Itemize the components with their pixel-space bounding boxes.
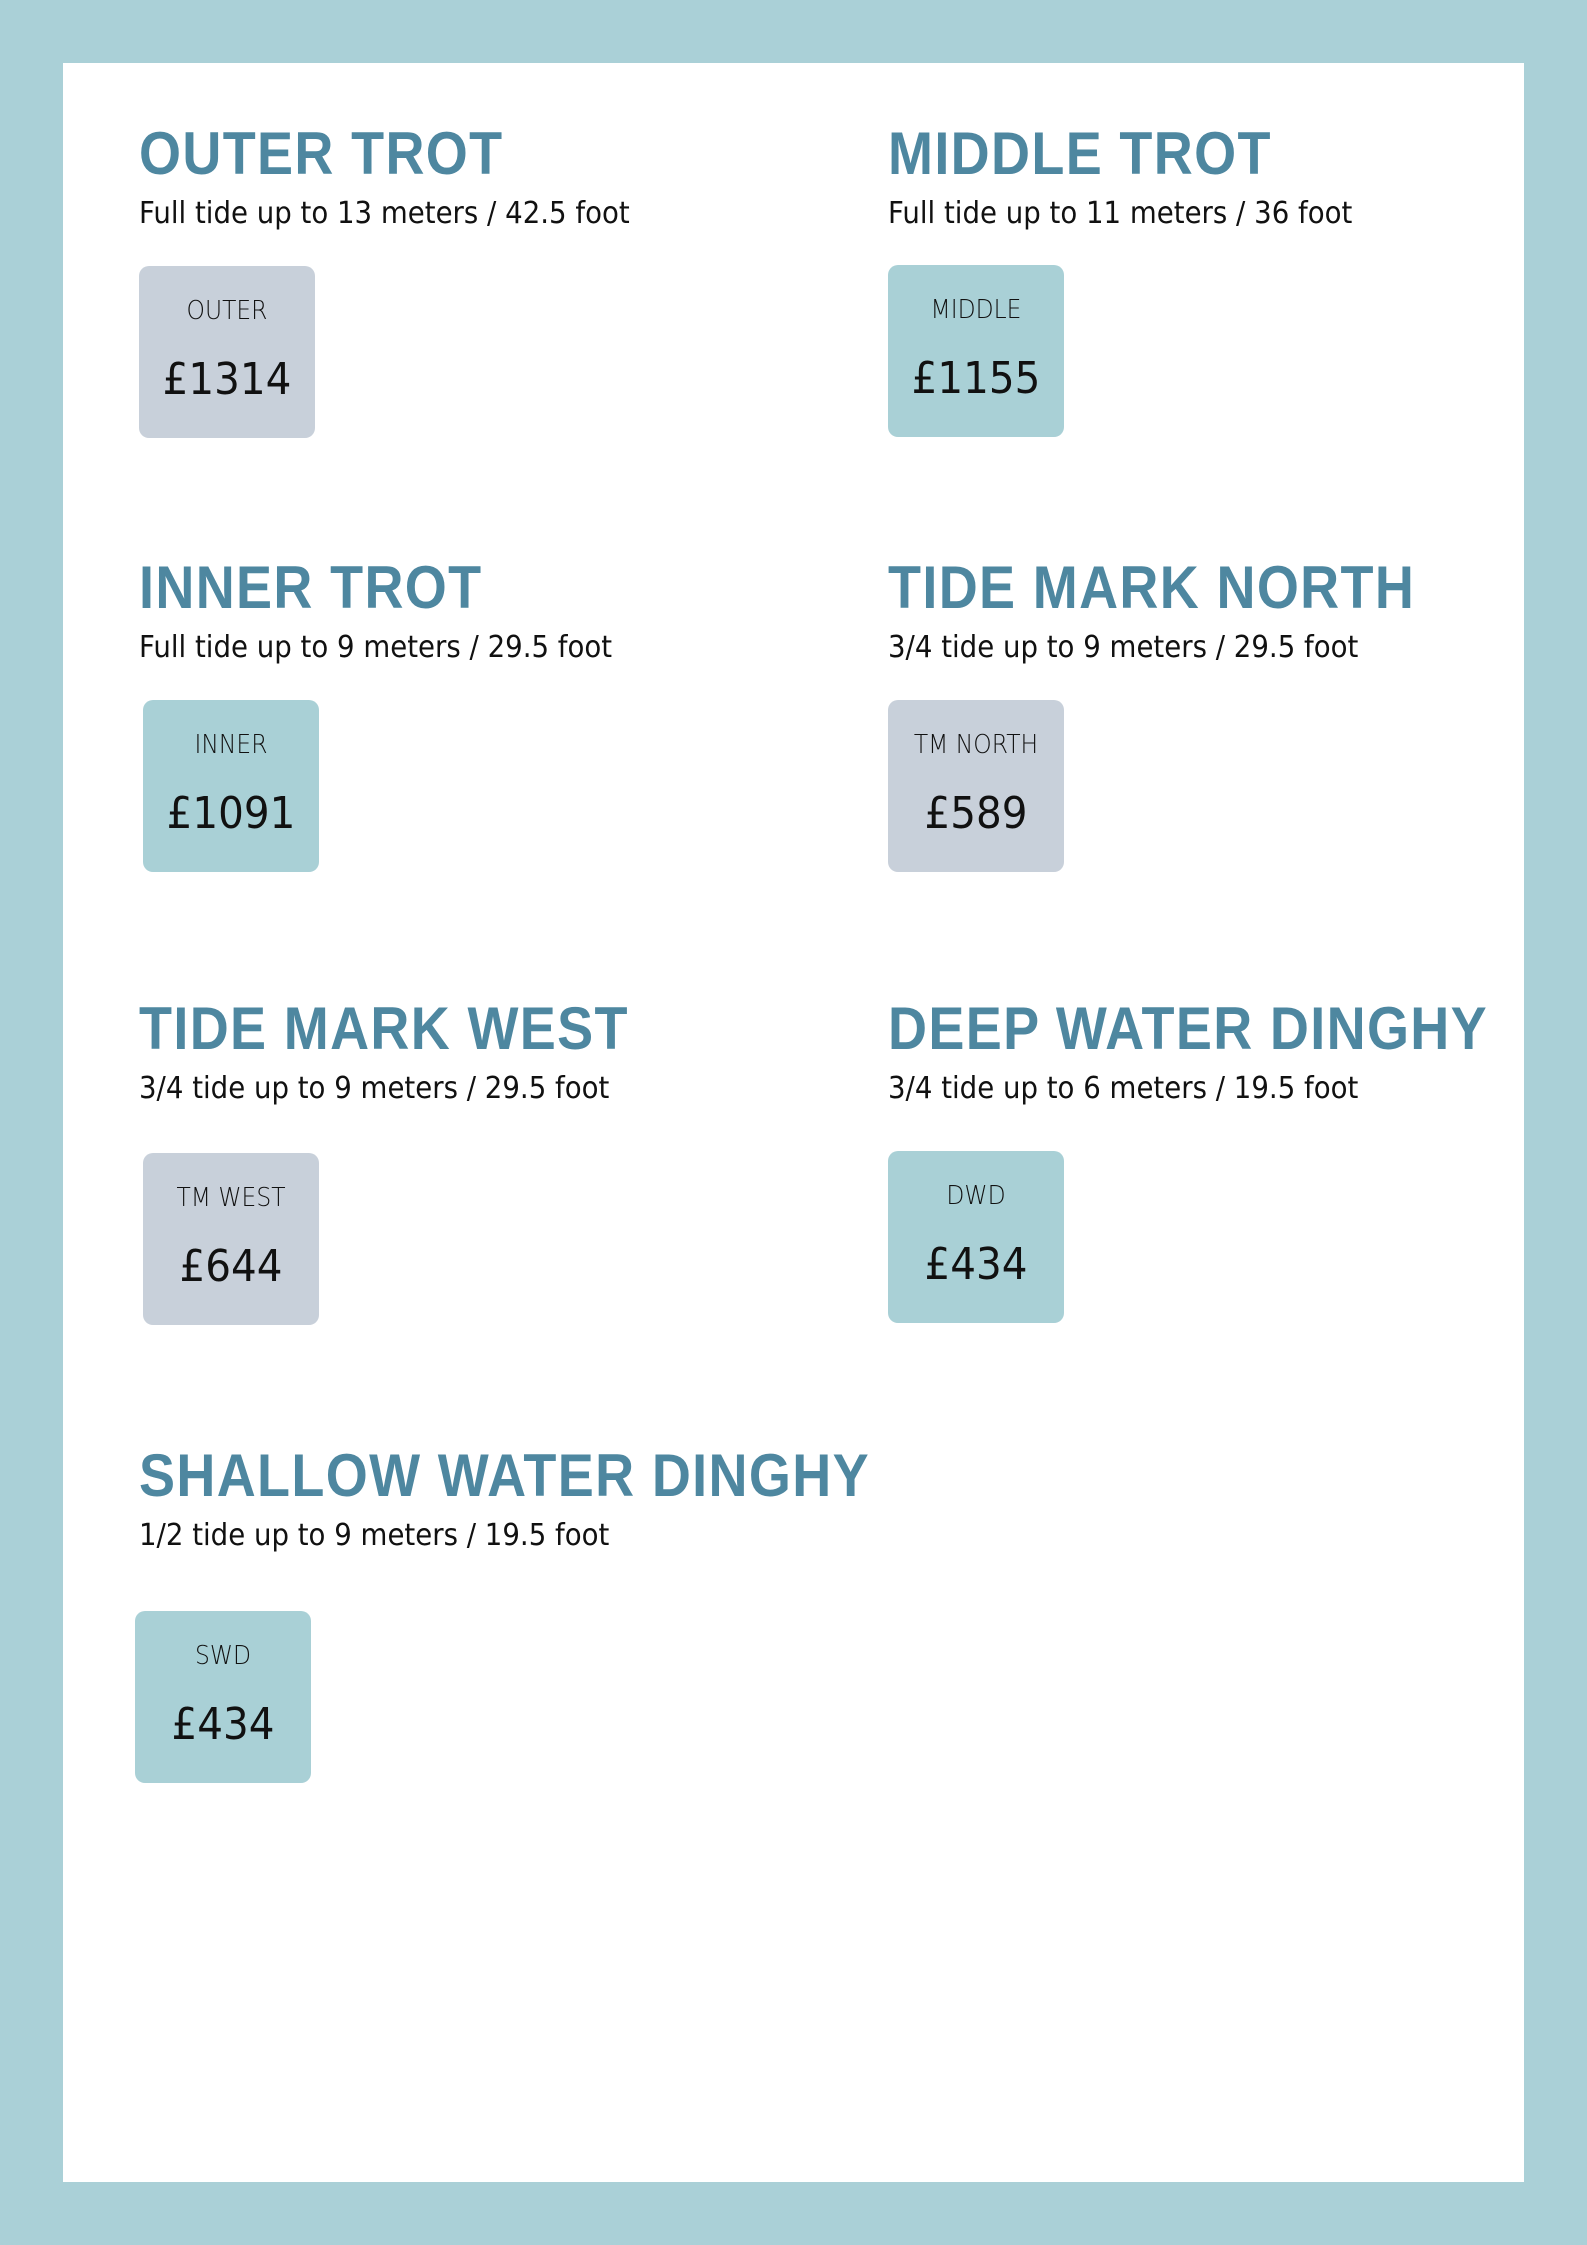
price-box-tm-north: TM NORTH £589 xyxy=(888,700,1064,872)
section-subtitle: 3/4 tide up to 9 meters / 29.5 foot xyxy=(888,630,1359,665)
section-title: OUTER TROT xyxy=(139,120,504,187)
price-box-outer: OUTER £1314 xyxy=(139,266,315,438)
section-title: SHALLOW WATER DINGHY xyxy=(139,1442,870,1509)
section-title: MIDDLE TROT xyxy=(888,120,1272,187)
price-label: OUTER xyxy=(186,296,268,326)
section-subtitle: 1/2 tide up to 9 meters / 19.5 foot xyxy=(139,1518,610,1553)
price-box-dwd: DWD £434 xyxy=(888,1151,1064,1323)
section-title: TIDE MARK NORTH xyxy=(888,554,1416,621)
price-label: TM WEST xyxy=(176,1183,286,1213)
price-label: TM NORTH xyxy=(913,730,1039,760)
price-box-tm-west: TM WEST £644 xyxy=(143,1153,319,1325)
section-subtitle: Full tide up to 11 meters / 36 foot xyxy=(888,196,1353,231)
section-subtitle: Full tide up to 9 meters / 29.5 foot xyxy=(139,630,613,665)
price-label: MIDDLE xyxy=(930,295,1022,325)
price-value: £434 xyxy=(171,1699,275,1750)
section-subtitle: 3/4 tide up to 9 meters / 29.5 foot xyxy=(139,1071,610,1106)
price-value: £1314 xyxy=(162,354,292,405)
price-box-inner: INNER £1091 xyxy=(143,700,319,872)
section-title: TIDE MARK WEST xyxy=(139,995,629,1062)
price-value: £1155 xyxy=(911,353,1041,404)
page: OUTER TROT Full tide up to 13 meters / 4… xyxy=(63,63,1524,2182)
price-label: SWD xyxy=(194,1641,251,1671)
price-value: £1091 xyxy=(166,788,296,839)
section-subtitle: Full tide up to 13 meters / 42.5 foot xyxy=(139,196,630,231)
section-title: INNER TROT xyxy=(139,554,483,621)
price-value: £434 xyxy=(924,1239,1028,1290)
section-title: DEEP WATER DINGHY xyxy=(888,995,1489,1062)
price-label: DWD xyxy=(946,1181,1006,1211)
price-value: £644 xyxy=(179,1241,283,1292)
section-subtitle: 3/4 tide up to 6 meters / 19.5 foot xyxy=(888,1071,1359,1106)
price-label: INNER xyxy=(194,730,268,760)
price-box-swd: SWD £434 xyxy=(135,1611,311,1783)
price-box-middle: MIDDLE £1155 xyxy=(888,265,1064,437)
price-value: £589 xyxy=(924,788,1028,839)
